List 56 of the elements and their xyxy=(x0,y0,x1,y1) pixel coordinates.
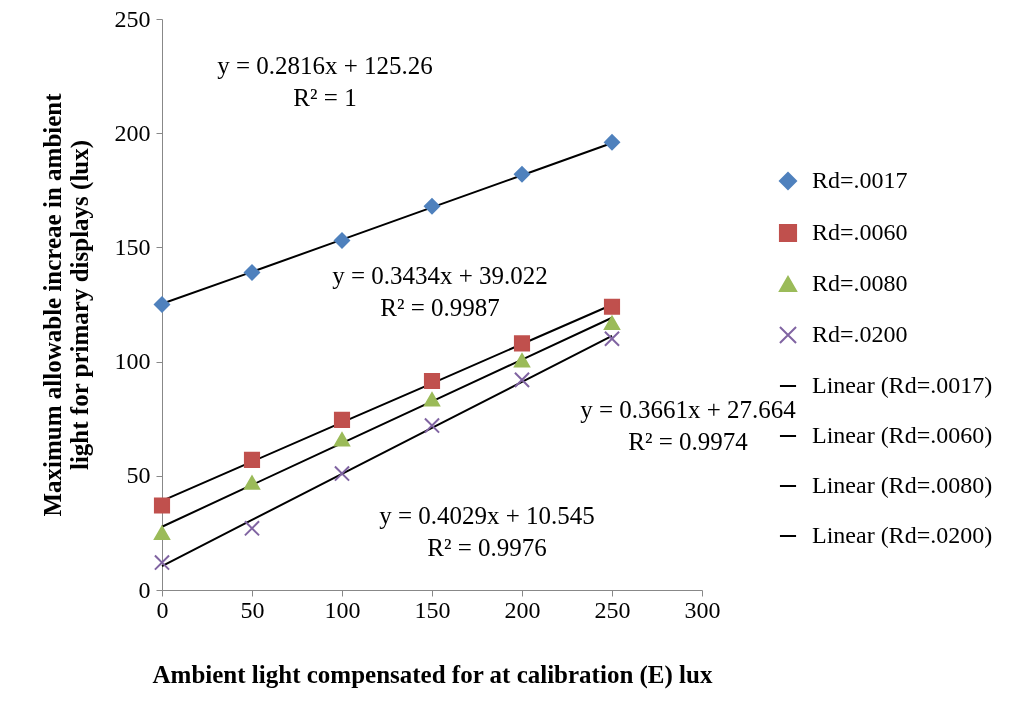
legend-label: Linear (Rd=.0017) xyxy=(812,372,993,398)
annotation: y = 0.3434x + 39.022 xyxy=(332,262,548,289)
y-axis-title: Maximum allowable increae in ambient light for primary displays (lux) xyxy=(38,92,94,517)
point xyxy=(423,372,441,390)
legend-label: Linear (Rd=.0080) xyxy=(812,472,993,498)
point xyxy=(333,232,351,249)
line-series xyxy=(161,334,613,568)
point xyxy=(603,315,621,330)
point xyxy=(333,432,351,447)
point xyxy=(153,296,171,313)
y-tick-label: 250 xyxy=(114,5,151,32)
point xyxy=(243,475,261,490)
annotation: y = 0.4029x + 10.545 xyxy=(379,502,595,529)
point xyxy=(333,411,351,428)
point xyxy=(513,353,531,368)
point xyxy=(513,166,531,183)
legend-label: Rd=.0060 xyxy=(812,219,908,245)
legend-label: Rd=.0200 xyxy=(812,321,908,347)
annotation: R² = 0.9987 xyxy=(380,294,500,321)
point xyxy=(423,392,441,407)
point xyxy=(153,554,171,571)
y-tick-label: 150 xyxy=(114,233,151,260)
x-tick-label: 100 xyxy=(324,596,361,623)
legend-label: Rd=.0017 xyxy=(812,167,908,193)
x-tick-label: 300 xyxy=(684,596,721,623)
y-tick-label: 50 xyxy=(126,462,151,489)
point xyxy=(333,465,351,482)
point xyxy=(513,371,531,388)
point xyxy=(243,451,261,468)
x-axis-title: Ambient light compensated for at calibration (E) lux xyxy=(152,660,713,689)
y-tick-label: 100 xyxy=(114,348,151,375)
point xyxy=(243,264,261,281)
legend-label: Linear (Rd=.0200) xyxy=(812,522,993,548)
annotation: y = 0.3661x + 27.664 xyxy=(580,396,797,423)
point xyxy=(243,520,261,537)
x-tick-label: 150 xyxy=(414,596,451,623)
point xyxy=(423,198,441,215)
y-tick-label: 0 xyxy=(138,576,151,603)
point xyxy=(153,525,171,541)
legend-label: Linear (Rd=.0060) xyxy=(812,422,993,448)
point xyxy=(513,335,531,352)
annotation: R² = 1 xyxy=(293,84,357,111)
point xyxy=(603,134,621,151)
point xyxy=(153,497,171,514)
x-tick-label: 50 xyxy=(240,596,265,623)
point xyxy=(603,298,621,315)
x-tick-label: 250 xyxy=(594,596,631,623)
annotation: R² = 0.9976 xyxy=(427,534,547,561)
legend-label: Rd=.0080 xyxy=(812,270,908,296)
point xyxy=(423,417,441,434)
x-tick-label: 0 xyxy=(156,596,169,623)
annotation: R² = 0.9974 xyxy=(628,428,749,455)
y-tick-label: 200 xyxy=(114,119,151,146)
point xyxy=(603,330,621,347)
x-tick-label: 200 xyxy=(504,596,541,623)
annotation: y = 0.2816x + 125.26 xyxy=(217,52,433,79)
